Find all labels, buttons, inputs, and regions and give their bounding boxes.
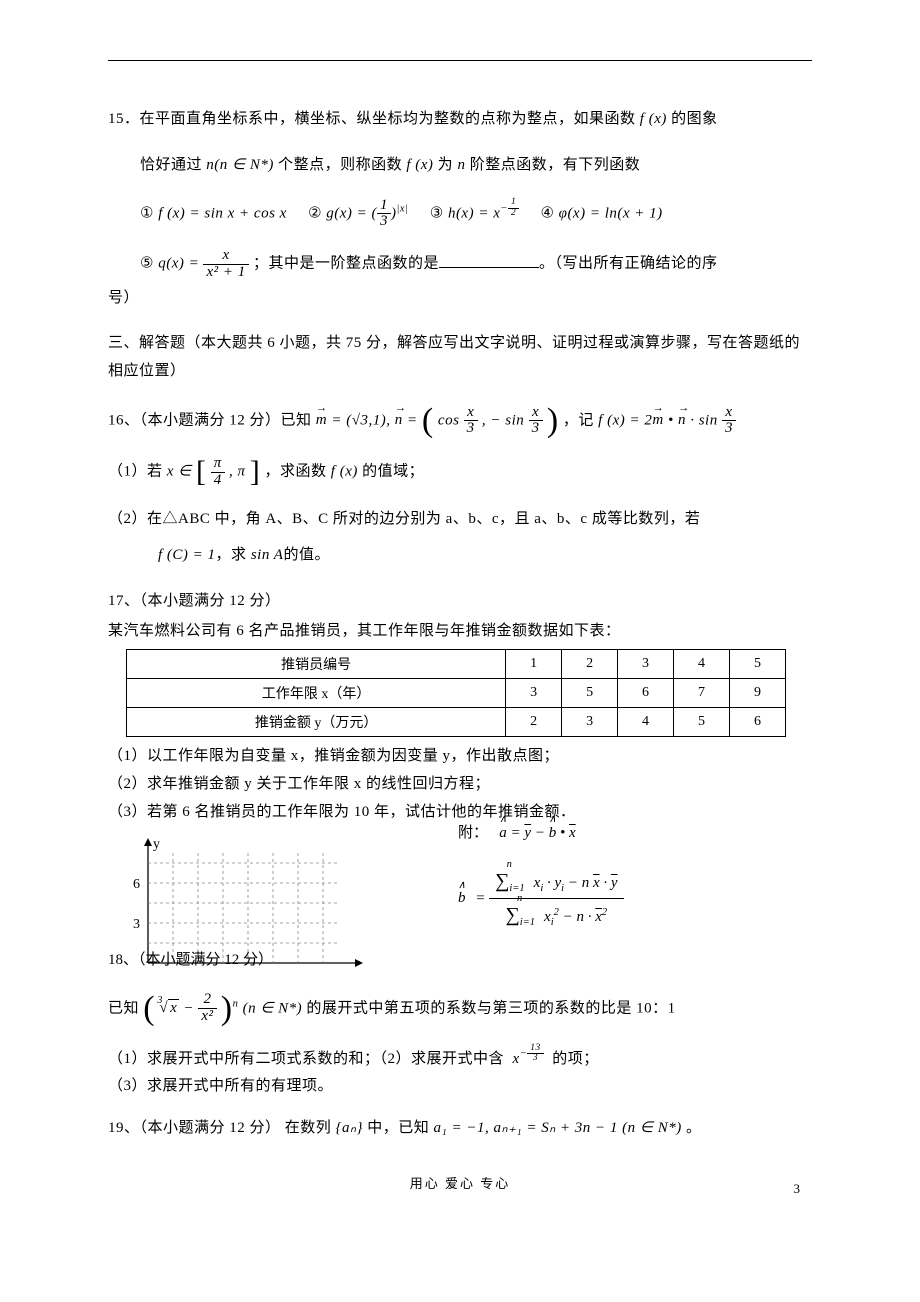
table-row-y: 推销金额 y（万元） 2 3 4 5 6 [127, 708, 786, 737]
q19-line: 19、（本小题满分 12 分） 在数列 {aₙ} 中，已知 a₁ = −1, a… [108, 1115, 812, 1143]
q15-line1: 15．在平面直角坐标系中，横坐标、纵坐标均为整数的点称为整点，如果函数 f (x… [108, 106, 812, 134]
q17-chart-and-formula: y 6 3 附： a = y − b • x b = ∑i=1n xi · yi… [108, 833, 812, 988]
q16-head: 16、（本小题满分 12 分）已知 m = (√3,1), n = ( cos … [108, 404, 812, 438]
q16-p1: （1）若 x ∈ [ π4 , π ] ，求函数 f (x) 的值域； [108, 456, 812, 489]
q18-head: 18、（本小题满分 12 分） [108, 948, 273, 969]
q15-num: 15． [108, 111, 140, 127]
q17-p2: （2）求年推销金额 y 关于工作年限 x 的线性回归方程； [108, 771, 812, 799]
q17-head: 17、（本小题满分 12 分） [108, 588, 812, 616]
q16-p2a: （2）在△ABC 中，角 A、B、C 所对的边分别为 a、b、c，且 a、b、c… [108, 506, 812, 534]
q18-expr: 已知 ( 3√x − 2x² )n (n ∈ N*) 的展开式中第五项的系数与第… [108, 992, 812, 1026]
q18-p1: （1）求展开式中所有二项式系数的和；（2）求展开式中含 x−133 的项； [108, 1044, 812, 1074]
q15-line2: 恰好通过 n(n ∈ N*) 个整点，则称函数 f (x) 为 n 阶整点函数，… [108, 152, 812, 180]
y-tick-3: 3 [133, 917, 140, 932]
q17-table: 推销员编号 1 2 3 4 5 工作年限 x（年） 3 5 6 7 9 推销金额… [126, 649, 786, 737]
q17-intro: 某汽车燃料公司有 6 名产品推销员，其工作年限与年推销金额数据如下表： [108, 618, 812, 646]
q18-p2: （3）求展开式中所有的有理项。 [108, 1073, 812, 1101]
q17-p1: （1）以工作年限为自变量 x，推销金额为因变量 y，作出散点图； [108, 743, 812, 771]
page-footer: 用心 爱心 专心 [108, 1173, 812, 1192]
table-row-header: 推销员编号 1 2 3 4 5 [127, 650, 786, 679]
y-axis-label: y [153, 837, 160, 852]
top-rule [108, 60, 812, 61]
q15-tail: 号） [108, 285, 812, 313]
q15-options: ① f (x) = sin x + cos x ② g(x) = (13)|x|… [108, 198, 812, 231]
q15-option5: ⑤ q(x) = xx² + 1 ；其中是一阶整点函数的是。（写出所有正确结论的… [108, 248, 812, 281]
section3-header: 三、解答题（本大题共 6 小题，共 75 分，解答应写出文字说明、证明过程或演算… [108, 330, 812, 386]
page-number: 3 [794, 1181, 801, 1197]
q16-p2b: f (C) = 1，求 sin A的值。 [108, 542, 812, 570]
table-row-x: 工作年限 x（年） 3 5 6 7 9 [127, 679, 786, 708]
q17-formula-block: 附： a = y − b • x b = ∑i=1n xi · yi − n x… [458, 823, 624, 933]
q15-blank [439, 253, 539, 268]
y-tick-6: 6 [133, 877, 140, 892]
